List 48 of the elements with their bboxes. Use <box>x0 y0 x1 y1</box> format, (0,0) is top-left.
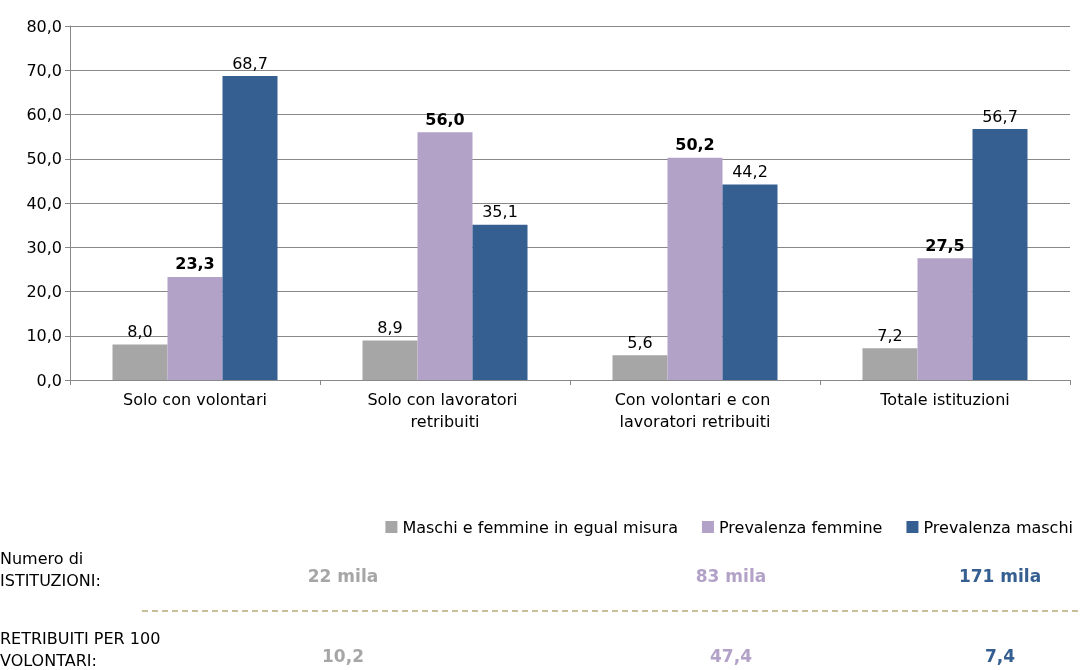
data-label: 23,3 <box>175 254 215 274</box>
legend-label: Prevalenza maschi <box>923 517 1074 537</box>
data-label: 68,7 <box>232 53 268 73</box>
data-label: 5,6 <box>627 332 653 352</box>
bar <box>362 340 418 380</box>
bar <box>472 224 528 380</box>
bar <box>917 258 973 380</box>
bar <box>667 157 723 380</box>
legend-label: Maschi e femmine in egual misura <box>402 517 678 537</box>
x-tick-label: Solo con lavoratori retribuiti <box>367 389 523 431</box>
text: 171 mila <box>957 566 1043 586</box>
data-label: 44,2 <box>732 161 768 181</box>
data-label: 8,9 <box>377 318 403 338</box>
y-tick-label: 0,0 <box>36 370 62 390</box>
bar <box>972 129 1028 380</box>
y-tick-label: 30,0 <box>26 237 62 257</box>
bar <box>722 184 778 380</box>
y-tick-label: 40,0 <box>26 193 62 213</box>
y-tick-label: 80,0 <box>26 16 62 36</box>
data-label: 8,0 <box>127 322 153 342</box>
text: RETRIBUITI PER 100 VOLONTARI: <box>0 628 162 670</box>
data-label: 27,5 <box>925 235 965 255</box>
text: 10,2 <box>321 646 365 666</box>
data-label: 50,2 <box>675 135 715 155</box>
text: 83 mila <box>694 566 768 586</box>
x-tick-label: Con volontari e con lavoratori retribuiti <box>614 389 776 431</box>
bar <box>112 344 168 380</box>
bar <box>417 132 473 380</box>
text: 47,4 <box>709 646 753 666</box>
y-tick-label: 10,0 <box>26 326 62 346</box>
bar <box>167 276 223 380</box>
data-label: 56,0 <box>425 109 465 129</box>
x-tick-label: Totale istituzioni <box>879 389 1010 409</box>
bar <box>862 348 918 380</box>
y-tick-label: 20,0 <box>26 282 62 301</box>
data-label: 35,1 <box>482 202 518 222</box>
y-tick-label: 70,0 <box>26 60 62 80</box>
legend-label: Prevalenza femmine <box>718 517 883 537</box>
y-tick-label: 50,0 <box>26 149 62 169</box>
data-label: 7,2 <box>877 325 903 345</box>
x-tick-label: Solo con volontari <box>123 389 267 409</box>
bar <box>222 76 278 380</box>
y-tick-label: 60,0 <box>26 105 62 124</box>
bar <box>612 355 668 380</box>
data-label: 56,7 <box>982 106 1018 126</box>
text: 7,4 <box>983 646 1017 666</box>
text: Numero di ISTITUZIONI: <box>0 548 102 592</box>
text: 22 mila <box>306 566 380 586</box>
